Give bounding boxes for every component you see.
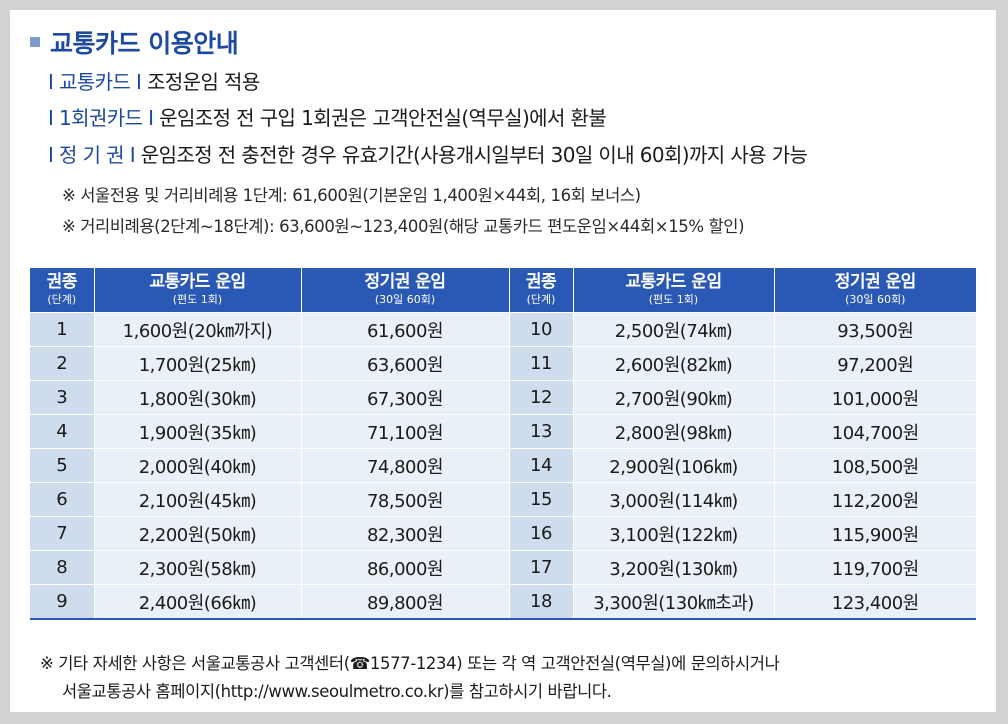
- info-line-single-ticket: I 1회권카드 I 운임조정 전 구입 1회권은 고객안전실(역무실)에서 환불: [48, 102, 607, 131]
- note-line: ※ 거리비례용(2단계~18단계): 63,600원~123,400원(해당 교…: [62, 217, 745, 236]
- card-fare-cell: 2,800원(98㎞): [572, 414, 774, 449]
- info-label: I 1회권카드 I: [48, 106, 154, 130]
- info-line-transit-card: I 교통카드 I 조정운임 적용: [48, 66, 260, 95]
- pass-fare-cell: 123,400원: [773, 584, 976, 620]
- pass-fare-cell: 82,300원: [300, 516, 509, 551]
- card-fare-cell: 3,200원(130㎞): [572, 550, 774, 585]
- table-row: 7 2,200원(50㎞) 82,300원 16 3,100원(122㎞) 11…: [30, 516, 976, 551]
- card-fare-cell: 1,600원(20㎞까지): [93, 312, 301, 347]
- info-label: I 정 기 권 I: [48, 143, 136, 167]
- pass-fare-cell: 67,300원: [300, 380, 509, 415]
- note-line: ※ 서울전용 및 거리비례용 1단계: 61,600원(기본운임 1,400원×…: [62, 186, 641, 205]
- grade-cell: 18: [508, 584, 573, 620]
- grade-cell: 8: [30, 550, 94, 585]
- column-header: 교통카드 운임 (편도 1회): [572, 268, 774, 313]
- grade-cell: 14: [508, 448, 573, 483]
- grade-cell: 16: [508, 516, 573, 551]
- table-row: 6 2,100원(45㎞) 78,500원 15 3,000원(114㎞) 11…: [30, 482, 976, 517]
- info-text: 조정운임 적용: [147, 70, 260, 94]
- column-header: 권종 (단계): [30, 268, 94, 313]
- card-fare-cell: 1,800원(30㎞): [93, 380, 301, 415]
- table-row: 3 1,800원(30㎞) 67,300원 12 2,700원(90㎞) 101…: [30, 380, 976, 415]
- card-fare-cell: 2,100원(45㎞): [93, 482, 301, 517]
- column-header: 권종 (단계): [508, 268, 573, 313]
- card-fare-cell: 2,000원(40㎞): [93, 448, 301, 483]
- card-fare-cell: 2,900원(106㎞): [572, 448, 774, 483]
- info-text: 운임조정 전 구입 1회권은 고객안전실(역무실)에서 환불: [159, 106, 607, 130]
- pass-fare-cell: 104,700원: [773, 414, 976, 449]
- card-fare-cell: 3,000원(114㎞): [572, 482, 774, 517]
- card-fare-cell: 2,300원(58㎞): [93, 550, 301, 585]
- table-row: 2 1,700원(25㎞) 63,600원 11 2,600원(82㎞) 97,…: [30, 346, 976, 381]
- table-header-row: 권종 (단계) 교통카드 운임 (편도 1회) 정기권 운임 (30일 60회) 권종…: [30, 268, 976, 313]
- column-header: 정기권 운임 (30일 60회): [300, 268, 509, 313]
- grade-cell: 9: [30, 584, 94, 620]
- grade-cell: 12: [508, 380, 573, 415]
- grade-cell: 13: [508, 414, 573, 449]
- pass-fare-cell: 86,000원: [300, 550, 509, 585]
- info-text: 운임조정 전 충전한 경우 유효기간(사용개시일부터 30일 이내 60회)까지…: [140, 143, 808, 167]
- card-fare-cell: 2,500원(74㎞): [572, 312, 774, 347]
- pass-fare-cell: 97,200원: [773, 346, 976, 381]
- table-row: 8 2,300원(58㎞) 86,000원 17 3,200원(130㎞) 11…: [30, 550, 976, 585]
- card-fare-cell: 2,700원(90㎞): [572, 380, 774, 415]
- grade-cell: 10: [508, 312, 573, 347]
- pass-fare-cell: 101,000원: [773, 380, 976, 415]
- page-title: 교통카드 이용안내: [50, 29, 239, 58]
- card-fare-cell: 2,400원(66㎞): [93, 584, 301, 620]
- pass-fare-cell: 108,500원: [773, 448, 976, 483]
- grade-cell: 6: [30, 482, 94, 517]
- column-header: 교통카드 운임 (편도 1회): [93, 268, 301, 313]
- grade-cell: 2: [30, 346, 94, 381]
- footer-note: 서울교통공사 홈페이지(http://www.seoulmetro.co.kr)…: [62, 682, 612, 701]
- pass-fare-cell: 78,500원: [300, 482, 509, 517]
- pass-fare-cell: 89,800원: [300, 584, 509, 620]
- grade-cell: 15: [508, 482, 573, 517]
- card-fare-cell: 1,700원(25㎞): [93, 346, 301, 381]
- grade-cell: 5: [30, 448, 94, 483]
- card-fare-cell: 3,300원(130㎞초과): [572, 584, 774, 620]
- title-row: 교통카드 이용안내: [30, 24, 239, 60]
- table-row: 9 2,400원(66㎞) 89,800원 18 3,300원(130㎞초과) …: [30, 584, 976, 620]
- grade-cell: 11: [508, 346, 573, 381]
- info-label: I 교통카드 I: [48, 70, 142, 94]
- info-line-commuter-pass: I 정 기 권 I 운임조정 전 충전한 경우 유효기간(사용개시일부터 30일…: [48, 139, 808, 168]
- fare-info-panel: 교통카드 이용안내 I 교통카드 I 조정운임 적용 I 1회권카드 I 운임조…: [10, 10, 996, 712]
- pass-fare-cell: 63,600원: [300, 346, 509, 381]
- grade-cell: 17: [508, 550, 573, 585]
- column-header: 정기권 운임 (30일 60회): [773, 268, 976, 313]
- pass-fare-cell: 115,900원: [773, 516, 976, 551]
- pass-fare-cell: 71,100원: [300, 414, 509, 449]
- table-row: 1 1,600원(20㎞까지) 61,600원 10 2,500원(74㎞) 9…: [30, 312, 976, 347]
- pass-fare-cell: 74,800원: [300, 448, 509, 483]
- grade-cell: 3: [30, 380, 94, 415]
- fare-table: 권종 (단계) 교통카드 운임 (편도 1회) 정기권 운임 (30일 60회) 권종…: [30, 268, 976, 620]
- card-fare-cell: 2,200원(50㎞): [93, 516, 301, 551]
- pass-fare-cell: 112,200원: [773, 482, 976, 517]
- grade-cell: 4: [30, 414, 94, 449]
- pass-fare-cell: 119,700원: [773, 550, 976, 585]
- table-row: 5 2,000원(40㎞) 74,800원 14 2,900원(106㎞) 10…: [30, 448, 976, 483]
- pass-fare-cell: 93,500원: [773, 312, 976, 347]
- pass-fare-cell: 61,600원: [300, 312, 509, 347]
- card-fare-cell: 2,600원(82㎞): [572, 346, 774, 381]
- footer-note: ※ 기타 자세한 사항은 서울교통공사 고객센터(☎1577-1234) 또는 …: [40, 654, 780, 673]
- grade-cell: 1: [30, 312, 94, 347]
- grade-cell: 7: [30, 516, 94, 551]
- card-fare-cell: 3,100원(122㎞): [572, 516, 774, 551]
- square-bullet-icon: [30, 37, 40, 47]
- card-fare-cell: 1,900원(35㎞): [93, 414, 301, 449]
- table-row: 4 1,900원(35㎞) 71,100원 13 2,800원(98㎞) 104…: [30, 414, 976, 449]
